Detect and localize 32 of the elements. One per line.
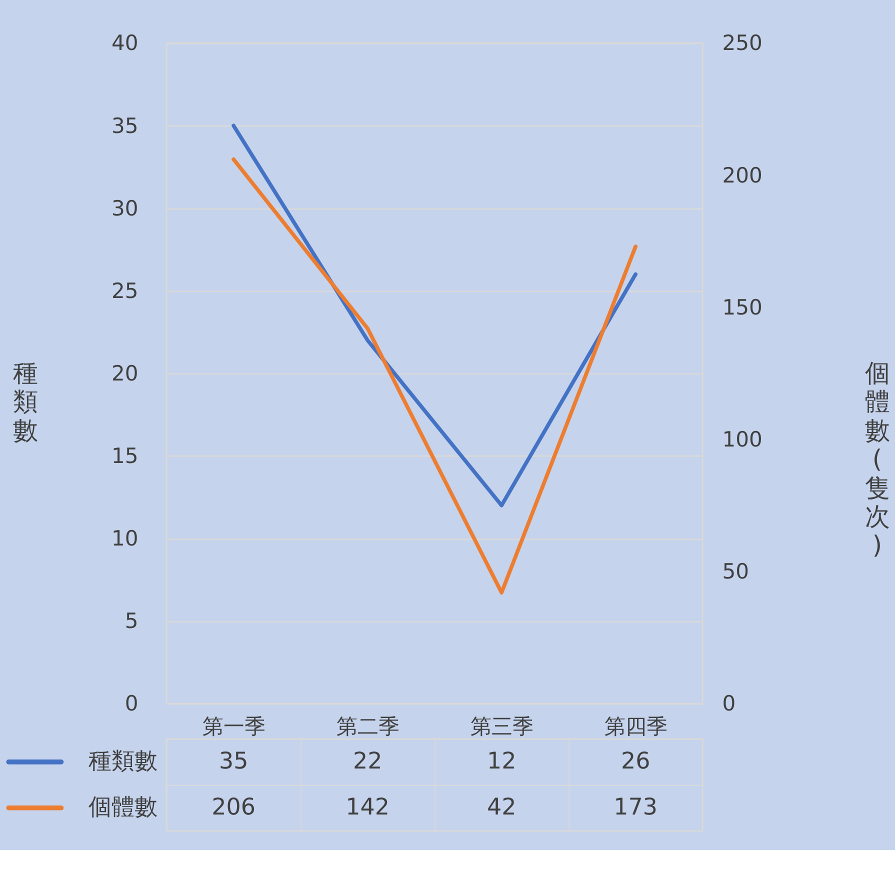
y2-tick-label: 150 <box>722 294 762 320</box>
y2-tick-label: 0 <box>722 690 736 716</box>
y2-tick-label: 50 <box>722 558 750 584</box>
y-tick-label: 30 <box>112 195 138 220</box>
data-label: 173 <box>614 794 658 821</box>
y-tick-label: 0 <box>124 690 138 716</box>
y-tick-label: 10 <box>112 526 138 551</box>
data-label: 206 <box>212 794 256 821</box>
data-label: 35 <box>218 748 248 775</box>
y2-tick-label: 250 <box>722 30 762 56</box>
data-label: 12 <box>486 748 516 775</box>
data-label: 42 <box>486 794 516 821</box>
x-tick-label: 第三季 <box>470 714 534 739</box>
data-label: 22 <box>352 748 382 775</box>
data-label: 142 <box>346 794 390 821</box>
y-tick-label: 5 <box>124 608 138 634</box>
y-tick-label: 35 <box>112 112 138 138</box>
legend-label: 種類數 <box>88 748 158 775</box>
y-tick-label: 20 <box>112 360 138 386</box>
data-label: 26 <box>620 748 650 775</box>
legend-label: 個體數 <box>88 794 158 821</box>
y-tick-label: 15 <box>112 443 138 468</box>
y2-tick-label: 200 <box>722 162 762 188</box>
y2-tick-label: 100 <box>722 426 762 452</box>
line-series <box>232 157 638 595</box>
y-tick-label: 25 <box>112 278 138 303</box>
x-tick-label: 第一季 <box>202 714 266 739</box>
y-axis-title: 種類數 <box>12 358 38 445</box>
x-tick-label: 第四季 <box>604 714 668 739</box>
x-tick-label: 第二季 <box>336 714 400 739</box>
y-tick-label: 40 <box>112 30 138 56</box>
y2-axis-title: 個體數(隻次) <box>864 358 890 560</box>
